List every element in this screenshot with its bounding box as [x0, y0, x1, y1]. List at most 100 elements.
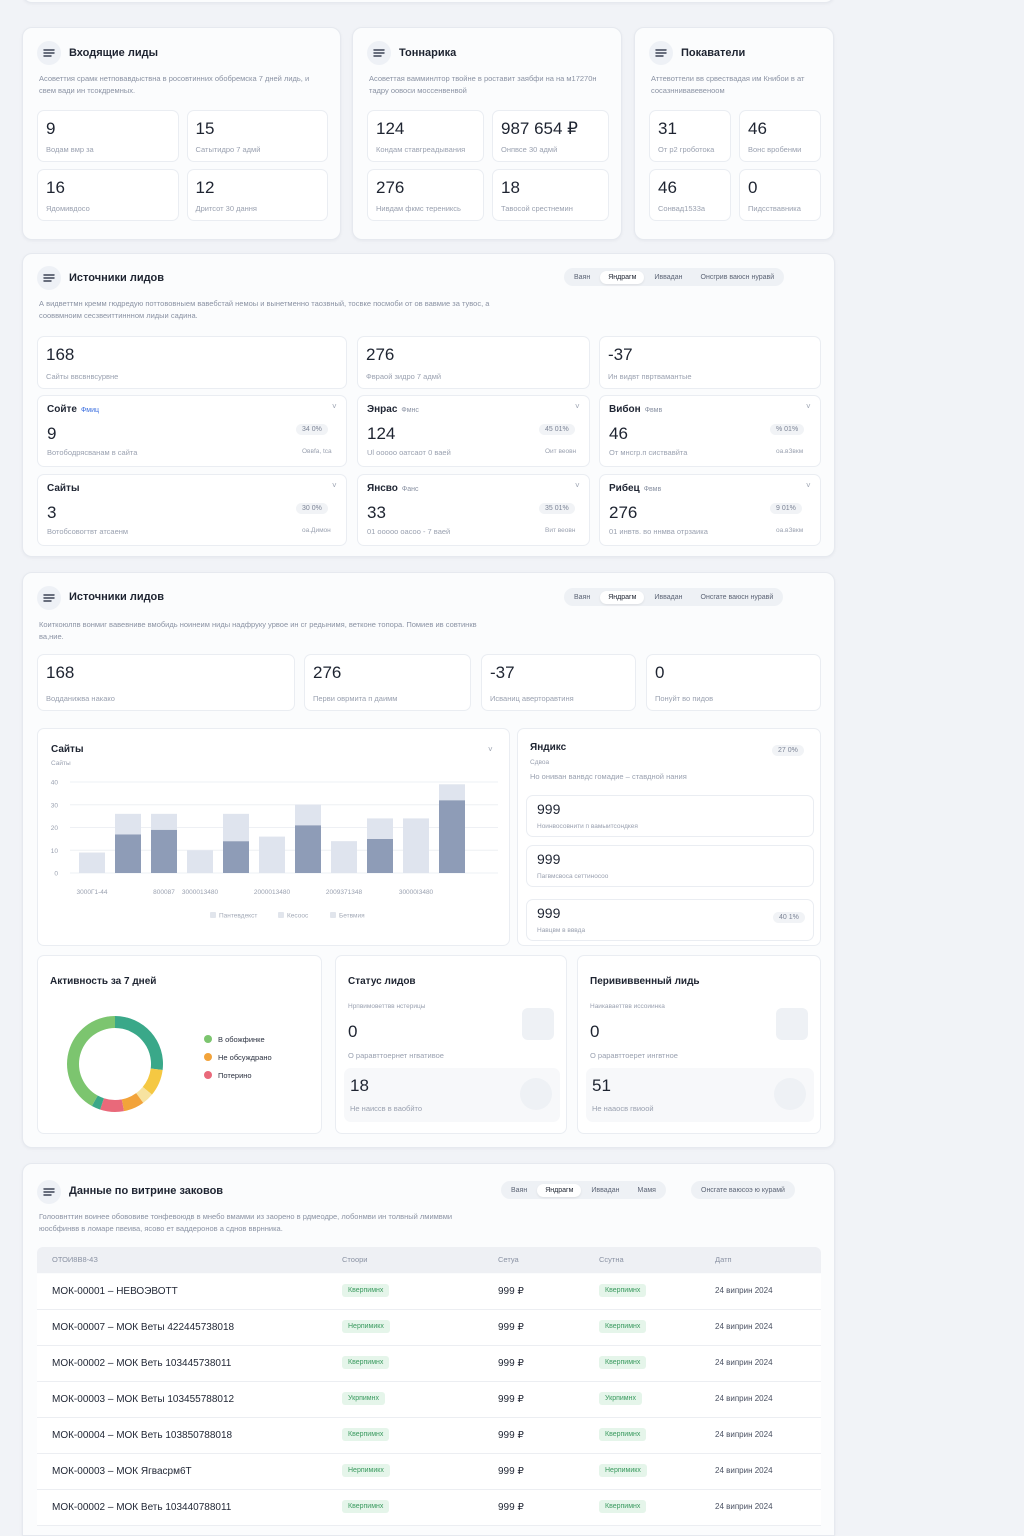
tab[interactable]: Онсгате ваюсоэ ю курамй — [701, 1186, 785, 1194]
table-row: МОК-00007 – МОК Веты 422445738018 Нерпими… — [37, 1310, 821, 1346]
y-tick-label: 20 — [51, 825, 59, 832]
stat-label: Тавосой срестнемин — [501, 204, 573, 213]
table-cell: 999 ₽ — [498, 1322, 524, 1333]
yandex-card: Яндикс Сдвоа Но ониван ванвдс гомадие – ст… — [517, 728, 821, 946]
stat-label: Сонвад1533а — [658, 204, 706, 213]
orders-section: Данные по витрине заковов Ваян Яндрагм Ивва… — [22, 1163, 835, 1536]
overview-card: Покаватели Аттевоттели вв срвествадая им … — [634, 27, 834, 240]
bar-chart: 0 10 20 30 40 3000Г1-44 800087 3000013480 200001… — [51, 780, 498, 920]
table-cell: МОК-00003 – МОК Ягвасрм6Т — [52, 1466, 192, 1477]
yandex-title: Яндикс — [530, 742, 567, 753]
tab[interactable]: Яндрагм — [600, 270, 645, 284]
icon-glyph — [43, 1188, 55, 1196]
chevron: ˅ — [332, 481, 337, 490]
chart-subtitle: Сайты — [51, 760, 71, 767]
source-description: Ul ооооо оатсаот 0 ваей — [367, 448, 451, 457]
table-cell: МОК-00001 – НЕВОЭВОТТ — [52, 1286, 178, 1297]
table-row: МОК-00001 – НЕВОЭВОТТ Кверпимнх 999 ₽ Кверп… — [37, 1274, 821, 1310]
section-description: А видветтмн кремм гюдредую поттововныем … — [39, 299, 490, 320]
status-tag: Нерпимикх — [599, 1464, 647, 1477]
stat-card: 12 Дритсот 30 дання — [186, 169, 328, 221]
source-name: Энрас Фмнс — [367, 404, 419, 416]
tab[interactable]: Онсгате ваюсн нуравй — [700, 593, 774, 601]
stat-card: -37 Ин видвт пвртвамантые — [599, 336, 821, 389]
table-cell: 24 виприн 2024 — [715, 1358, 773, 1367]
source-percent: 45 01% — [539, 424, 575, 435]
status-tag: Кверпимнх — [342, 1428, 390, 1441]
table-cell: 999 ₽ — [498, 1394, 524, 1405]
tab[interactable]: Яндрагм — [537, 1183, 582, 1197]
activity-card: Активность за 7 дней В обожфинке Не обсужд… — [37, 955, 322, 1134]
card-description: Не нааосв гвиоой — [592, 1104, 654, 1113]
tab[interactable]: Ваян — [574, 593, 591, 601]
table-cell: 24 виприн 2024 — [715, 1394, 773, 1403]
column-header: Сетуа — [498, 1255, 519, 1264]
status-tag: Кверпимнх — [599, 1356, 647, 1369]
stat-card: 9 Водам вмр за — [37, 110, 179, 162]
overview-card: Тоннарика Асоветтая вамминлтор твойне в р… — [352, 27, 622, 240]
item-value: 999 — [537, 851, 561, 867]
source-card: Рибец Фвмв ˅ 276 01 инвтв. во ннмва отрзаика… — [599, 474, 821, 546]
section-title: Данные по витрине заковов — [69, 1185, 224, 1197]
legend-label: Пантевдекст — [219, 913, 257, 920]
source-note: Вит веовн — [545, 527, 576, 534]
tab[interactable]: Иввадан — [654, 273, 683, 281]
bar-segment — [367, 838, 393, 873]
legend-label: Бетвмия — [339, 913, 365, 920]
stat-label: Ядомивдосо — [46, 204, 90, 213]
legend-dot — [204, 1053, 212, 1061]
legend-label: Потерино — [218, 1071, 252, 1080]
bar-segment — [295, 804, 321, 826]
tab[interactable]: Яндрагм — [600, 590, 645, 604]
tab[interactable]: Мамя — [637, 1186, 656, 1194]
tab[interactable]: Иввадан — [654, 593, 683, 601]
donut-chart: В обожфинке Не обсуждрано Потерино — [67, 1016, 272, 1112]
legend-dot — [204, 1035, 212, 1043]
source-card: Сойте Фмиц ˅ 9 Вотободрясванам в сайта 34 0% О… — [37, 395, 347, 467]
status-tag: Кверпимнх — [599, 1428, 647, 1441]
stat-card: 168 Сайты ввсвнвсурвне — [37, 336, 347, 389]
tab[interactable]: Онсгрив ваюсн нуравй — [700, 273, 775, 281]
table-cell: 24 виприн 2024 — [715, 1286, 773, 1295]
stat-value: 12 — [195, 178, 215, 197]
table-cell: 24 виприн 2024 — [715, 1502, 773, 1511]
legend-label: В обожфинке — [218, 1035, 265, 1044]
card-value: 18 — [350, 1076, 369, 1095]
action-icon — [774, 1078, 806, 1110]
x-tick-label: 2000013480 — [254, 889, 291, 896]
chevron: ˅ — [575, 481, 580, 490]
action-icon — [520, 1078, 552, 1110]
tab[interactable]: Ваян — [511, 1186, 528, 1194]
table-row: МОК-00004 – МОК Веть 103850788018 Кверпим… — [37, 1418, 821, 1454]
source-value: 46 — [609, 424, 628, 443]
stat-label: Сайты ввсвнвсурвне — [46, 372, 119, 381]
bar-segment — [259, 836, 285, 873]
stat-value: 987 654 ₽ — [501, 119, 578, 138]
table-cell: МОК-00004 – МОК Веть 103850788018 — [52, 1430, 233, 1441]
card-value: 0 — [590, 1022, 600, 1041]
legend-swatch — [210, 912, 216, 918]
yandex-item: 999 Навцвм в вввда 40 1% — [526, 899, 814, 941]
donut-segment — [142, 1068, 163, 1095]
section-icon — [37, 1180, 61, 1204]
stat-value: -37 — [490, 663, 515, 682]
tab-group: Ваян Яндрагм Иввадан Онсгрив ваюсн нуравй — [564, 268, 785, 286]
source-badge: Фвмв — [644, 407, 663, 414]
source-badge: Фанс — [401, 486, 419, 493]
card-title: Статус лидов — [348, 976, 416, 987]
tab[interactable]: Иввадан — [591, 1186, 620, 1194]
stat-value: 15 — [195, 119, 215, 138]
analytics-section: Источники лидов Ваян Яндрагм Иввадан Онсгате… — [22, 572, 835, 1148]
stat-card: 987 654 ₽ Онпвсе 30 адмй — [492, 110, 609, 162]
stat-value: 16 — [46, 178, 65, 197]
donut-segment — [67, 1016, 115, 1107]
table-cell: 24 виприн 2024 — [715, 1322, 773, 1331]
tab[interactable]: Ваян — [574, 273, 591, 281]
source-name-text: Янсво — [367, 483, 398, 494]
item-badge: 40 1% — [773, 912, 805, 923]
donut-segment — [136, 1086, 152, 1103]
yandex-subtitle: Сдвоа — [530, 759, 550, 766]
stat-value: 276 — [313, 663, 342, 682]
source-percent: % 01% — [770, 424, 805, 435]
yandex-description: Но ониван ванвдс гомадие – ставдной нани… — [530, 772, 687, 781]
